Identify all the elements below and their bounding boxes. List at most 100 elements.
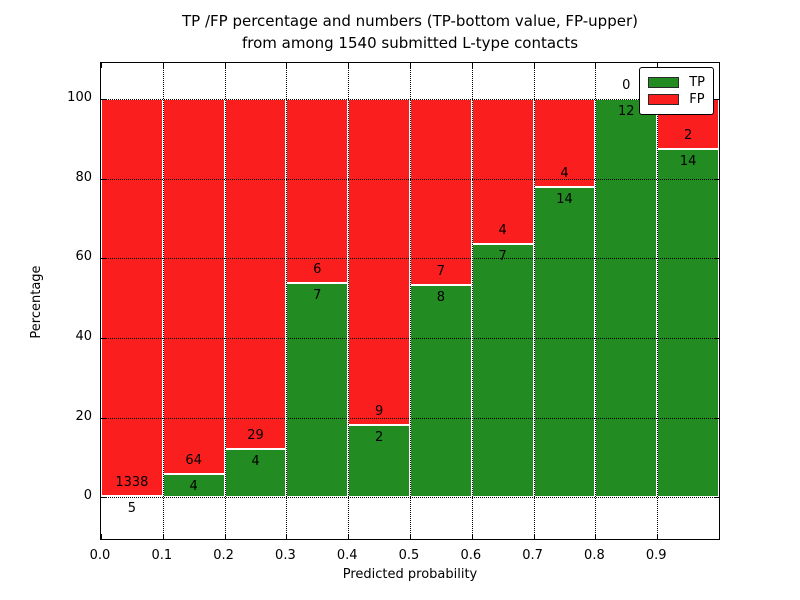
x-tick-bottom-3 bbox=[286, 534, 288, 539]
bar-label-fp-0.9-1.0: 2 bbox=[683, 127, 693, 143]
gridline-x-0.5 bbox=[410, 63, 411, 539]
x-tick-top-4 bbox=[348, 63, 350, 68]
y-tick-left-60 bbox=[101, 258, 106, 260]
y-tick-label-0: 0 bbox=[83, 488, 92, 504]
bar-labels-layer: 1338 5 64 4 29 4 6 7 9 2 7 8 4 7 4 14 0 12 2 14 bbox=[101, 63, 719, 539]
gridline-x-0.9 bbox=[657, 63, 659, 539]
bar-label-fp-0.1-0.2: 64 bbox=[185, 452, 202, 468]
y-tick-label-100: 100 bbox=[67, 89, 92, 105]
tp-color-swatch bbox=[648, 77, 680, 88]
x-tick-bottom-1 bbox=[162, 534, 164, 539]
x-tick-top-6 bbox=[471, 63, 473, 68]
bar-seg-fp-0.6-0.7 bbox=[471, 98, 534, 244]
y-tick-label-20: 20 bbox=[75, 408, 92, 424]
grid-layer bbox=[101, 63, 719, 539]
legend-label-fp: FP bbox=[689, 92, 705, 107]
chart-title: TP /FP percentage and numbers (TP-bottom… bbox=[100, 10, 720, 54]
bar-label-fp-0.6-0.7: 4 bbox=[498, 222, 507, 238]
legend-label-tp: TP bbox=[689, 75, 705, 90]
x-tick-top-7 bbox=[533, 63, 535, 68]
bar-label-fp-0.5-0.6: 7 bbox=[436, 263, 446, 279]
bar-seg-tp-0.5-0.6 bbox=[410, 284, 472, 498]
x-tick-top-3 bbox=[286, 63, 288, 68]
y-tick-right-40 bbox=[714, 337, 719, 339]
bar-label-fp-0.3-0.4: 6 bbox=[313, 261, 322, 277]
gridline-x-0.6 bbox=[471, 63, 473, 539]
y-tick-left-0 bbox=[101, 497, 106, 499]
legend-entry-fp: FP bbox=[648, 91, 705, 108]
bar-label-fp-0.8-0.9: 0 bbox=[622, 77, 631, 93]
bar-label-tp-0.6-0.7: 7 bbox=[498, 248, 507, 264]
y-tick-label-40: 40 bbox=[75, 328, 92, 344]
x-tick-bottom-4 bbox=[348, 534, 350, 539]
y-tick-right-0 bbox=[714, 497, 719, 499]
x-tick-bottom-10 bbox=[719, 534, 720, 539]
x-tick-top-2 bbox=[224, 63, 226, 68]
x-tick-label-0.5: 0.5 bbox=[398, 548, 420, 563]
x-tick-top-10 bbox=[719, 63, 720, 68]
y-tick-left-80 bbox=[101, 178, 106, 180]
bar-seg-fp-0.4-0.5 bbox=[348, 98, 410, 425]
bar-label-fp-0.0-0.1: 1338 bbox=[115, 474, 149, 490]
x-tick-bottom-9 bbox=[657, 534, 659, 539]
x-tick-label-0.9: 0.9 bbox=[645, 548, 667, 563]
bar-label-fp-0.4-0.5: 9 bbox=[374, 403, 384, 419]
x-tick-label-0.1: 0.1 bbox=[151, 548, 173, 563]
x-tick-top-1 bbox=[162, 63, 164, 68]
chart-title-line1: TP /FP percentage and numbers (TP-bottom… bbox=[182, 12, 638, 30]
bar-label-tp-0.7-0.8: 14 bbox=[556, 192, 573, 208]
gridline-x-0.1 bbox=[162, 63, 164, 539]
gridline-x-0.4 bbox=[348, 63, 350, 539]
bar-label-tp-0.5-0.6: 8 bbox=[436, 289, 446, 305]
y-tick-label-60: 60 bbox=[75, 249, 92, 265]
gridline-x-0.7 bbox=[533, 63, 535, 539]
gridline-x-0.2 bbox=[224, 63, 226, 539]
x-tick-top-8 bbox=[595, 63, 597, 68]
x-axis-label: Predicted probability bbox=[342, 567, 478, 582]
x-tick-label-0.7: 0.7 bbox=[522, 548, 543, 563]
bar-seg-tp-0.9-1.0 bbox=[657, 148, 719, 498]
x-tick-label-0.4: 0.4 bbox=[336, 548, 358, 563]
x-tick-label-0.8: 0.8 bbox=[584, 548, 605, 563]
x-tick-top-9 bbox=[657, 63, 659, 68]
y-tick-right-20 bbox=[714, 417, 719, 419]
bar-label-tp-0.3-0.4: 7 bbox=[313, 287, 322, 303]
bar-label-fp-0.2-0.3: 29 bbox=[247, 427, 264, 443]
y-tick-left-100 bbox=[101, 98, 106, 100]
bar-seg-tp-0.7-0.8 bbox=[533, 187, 596, 498]
y-tick-left-40 bbox=[101, 337, 106, 339]
y-tick-right-80 bbox=[714, 178, 719, 180]
y-axis-label: Percentage bbox=[29, 265, 44, 339]
bar-label-tp-0.2-0.3: 4 bbox=[251, 453, 260, 469]
bar-seg-fp-0.1-0.2 bbox=[162, 98, 225, 474]
bar-seg-fp-0.0-0.1 bbox=[101, 98, 163, 496]
bar-label-fp-0.7-0.8: 4 bbox=[560, 166, 569, 182]
gridline-x-0.8 bbox=[595, 63, 597, 539]
legend-entry-tp: TP bbox=[648, 74, 705, 91]
chart-title-line2: from among 1540 submitted L-type contact… bbox=[241, 34, 579, 52]
x-tick-label-0.0: 0.0 bbox=[89, 548, 111, 563]
fp-color-swatch bbox=[648, 94, 680, 105]
x-tick-label-0.6: 0.6 bbox=[460, 548, 482, 563]
y-tick-right-60 bbox=[714, 258, 719, 260]
bar-label-tp-0.0-0.1: 5 bbox=[127, 500, 137, 516]
bar-label-tp-0.4-0.5: 2 bbox=[374, 429, 384, 445]
legend: TP FP bbox=[639, 67, 714, 115]
y-tick-label-80: 80 bbox=[75, 169, 92, 185]
tick-marks-layer bbox=[101, 63, 720, 539]
gridline-x-0.3 bbox=[286, 63, 288, 539]
y-tick-right-100 bbox=[714, 98, 719, 100]
bars-layer bbox=[101, 63, 719, 539]
x-tick-bottom-2 bbox=[224, 534, 226, 539]
bar-seg-tp-0.8-0.9 bbox=[595, 98, 658, 498]
x-tick-bottom-5 bbox=[410, 534, 411, 539]
plot-area: 1338 5 64 4 29 4 6 7 9 2 7 8 4 7 4 14 0 12 2 14 TP FP bbox=[100, 62, 720, 540]
bar-label-tp-0.1-0.2: 4 bbox=[189, 478, 198, 494]
x-tick-top-0 bbox=[101, 63, 102, 68]
bar-label-tp-0.9-1.0: 14 bbox=[679, 153, 697, 169]
x-tick-bottom-8 bbox=[595, 534, 597, 539]
x-tick-label-0.3: 0.3 bbox=[275, 548, 296, 563]
x-tick-top-5 bbox=[410, 63, 411, 68]
bar-label-tp-0.8-0.9: 12 bbox=[618, 103, 635, 119]
